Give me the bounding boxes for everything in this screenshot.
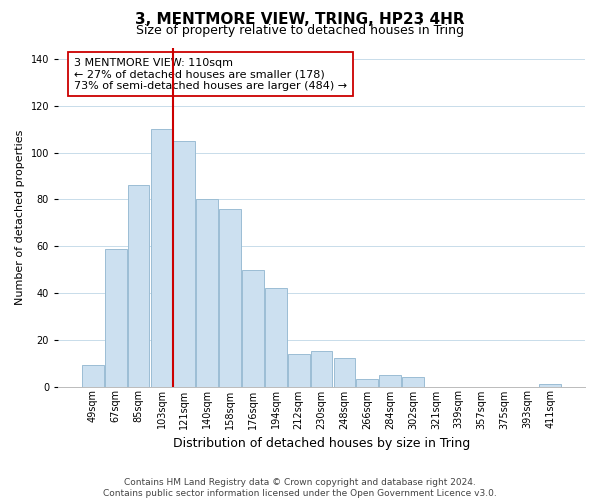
Bar [128,186,149,386]
Bar [288,354,310,386]
Bar [539,384,561,386]
Text: Contains HM Land Registry data © Crown copyright and database right 2024.
Contai: Contains HM Land Registry data © Crown c… [103,478,497,498]
Bar [265,288,287,386]
Bar [151,130,172,386]
Text: 3, MENTMORE VIEW, TRING, HP23 4HR: 3, MENTMORE VIEW, TRING, HP23 4HR [135,12,465,28]
Bar [334,358,355,386]
Bar [242,270,264,386]
Text: Size of property relative to detached houses in Tring: Size of property relative to detached ho… [136,24,464,37]
Text: 3 MENTMORE VIEW: 110sqm
← 27% of detached houses are smaller (178)
73% of semi-d: 3 MENTMORE VIEW: 110sqm ← 27% of detache… [74,58,347,91]
Bar [82,366,104,386]
Bar [379,375,401,386]
Y-axis label: Number of detached properties: Number of detached properties [15,130,25,304]
X-axis label: Distribution of detached houses by size in Tring: Distribution of detached houses by size … [173,437,470,450]
Bar [196,200,218,386]
Bar [105,248,127,386]
Bar [356,380,378,386]
Bar [402,377,424,386]
Bar [173,141,195,386]
Bar [219,209,241,386]
Bar [311,352,332,386]
